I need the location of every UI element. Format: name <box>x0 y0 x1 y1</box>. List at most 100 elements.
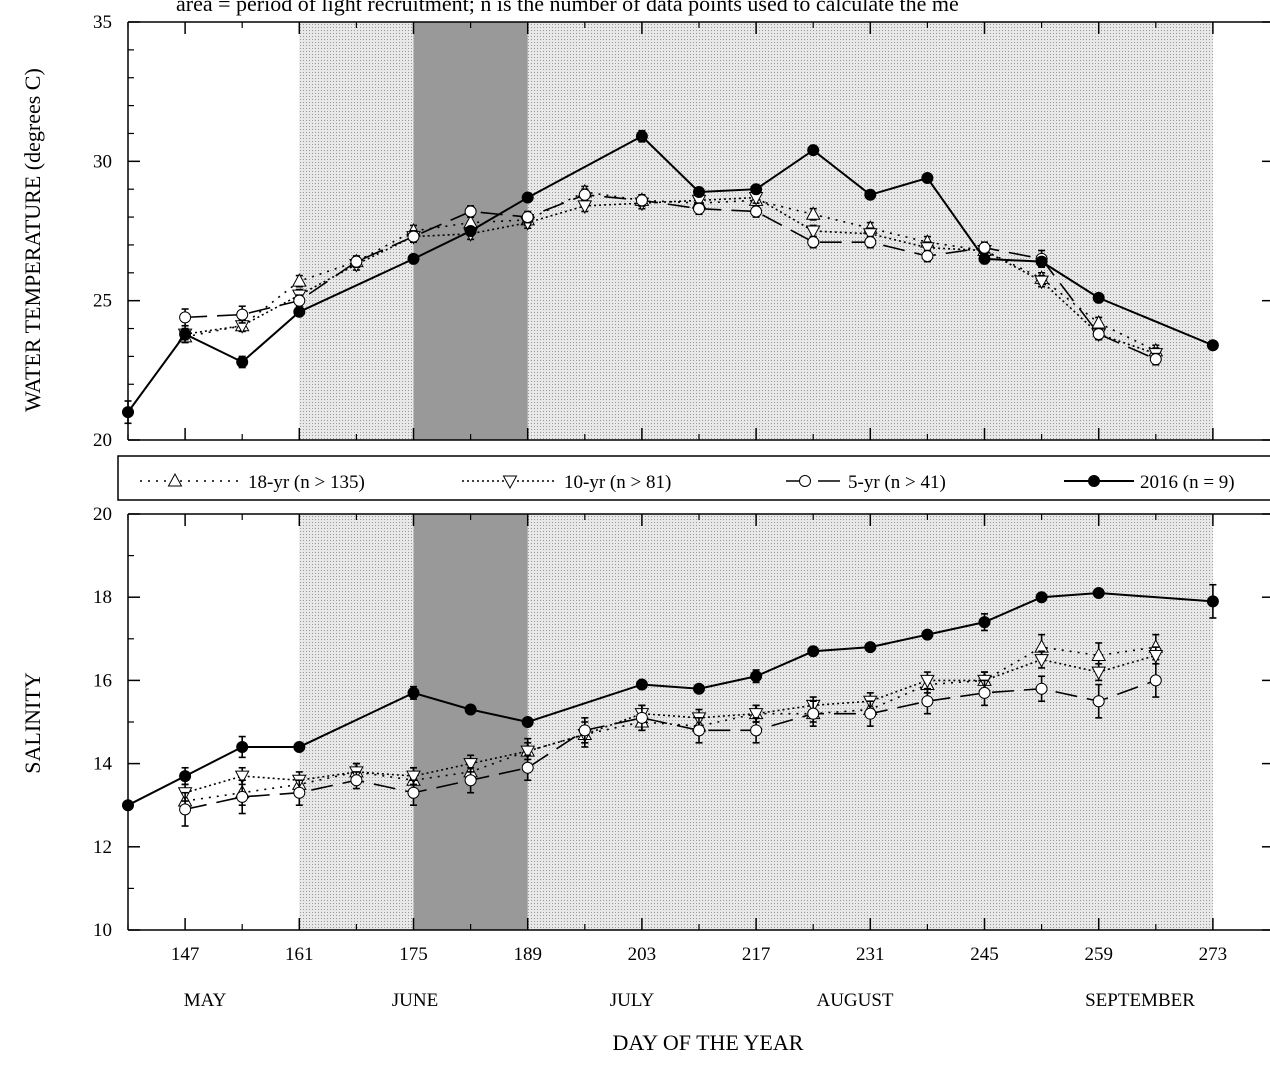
data-point <box>750 183 763 196</box>
y-tick-label: 25 <box>93 291 112 312</box>
data-point <box>921 172 934 185</box>
data-point <box>122 799 134 812</box>
data-point <box>920 674 935 689</box>
data-point <box>805 206 821 220</box>
series-line <box>184 196 1157 355</box>
month-labels: MAY JUNE JULY AUGUST SEPTEMBER <box>184 990 1196 1011</box>
data-point <box>236 308 249 321</box>
temperature-panel: 20 25 30 35 <box>93 12 1270 451</box>
data-point <box>236 740 249 753</box>
data-point <box>179 311 192 324</box>
data-point <box>293 786 306 799</box>
caption-text: area = period of light recruitment; n is… <box>176 0 959 16</box>
data-point <box>1148 649 1164 664</box>
x-tick-label: 203 <box>628 944 657 965</box>
data-point <box>234 770 250 785</box>
data-point <box>1149 353 1162 366</box>
data-point <box>921 628 934 641</box>
month-label: SEPTEMBER <box>1085 990 1195 1011</box>
data-point <box>293 294 306 307</box>
data-point <box>864 188 877 201</box>
legend-item-1: 18-yr (n > 135) <box>140 472 365 493</box>
y-tick-label: 12 <box>93 837 112 858</box>
legend-label: 5-yr (n > 41) <box>848 472 946 493</box>
data-point <box>1035 591 1048 604</box>
data-point <box>978 252 991 265</box>
data-point <box>520 745 536 760</box>
series-line <box>184 646 1156 802</box>
data-point <box>1149 674 1162 687</box>
data-point <box>805 225 821 240</box>
data-point <box>693 185 705 198</box>
data-point <box>179 803 192 816</box>
series-line <box>184 679 1157 811</box>
x-tick-label: 217 <box>742 944 771 965</box>
legend-item-2: 10-yr (n > 81) <box>462 472 671 493</box>
data-point <box>1092 328 1105 341</box>
data-point <box>1092 695 1105 708</box>
data-point <box>920 242 935 256</box>
data-point <box>464 774 477 787</box>
data-point <box>293 740 306 753</box>
data-point <box>807 236 820 249</box>
data-point <box>407 230 420 243</box>
legend-label: 18-yr (n > 135) <box>248 472 365 493</box>
data-point <box>807 144 820 157</box>
data-point <box>122 406 134 419</box>
x-tick-label: 259 <box>1084 944 1113 965</box>
x-tick-label: 231 <box>856 944 885 965</box>
y-tick-label: 18 <box>93 587 112 608</box>
x-tick-label: 245 <box>970 944 999 965</box>
data-point <box>236 355 249 368</box>
data-point <box>521 211 534 224</box>
data-point <box>693 202 705 215</box>
data-point <box>236 790 249 803</box>
data-point <box>464 703 477 716</box>
data-point <box>693 682 705 695</box>
series-3 <box>179 662 1162 827</box>
data-point <box>635 194 648 207</box>
data-point <box>1206 595 1219 608</box>
x-tick-labels: 147 161 175 189 203 217 231 245 259 273 <box>171 944 1227 965</box>
month-label: JUNE <box>392 990 438 1011</box>
month-label: JULY <box>610 990 655 1011</box>
data-point <box>1035 255 1048 268</box>
legend-item-4: 2016 (n = 9) <box>1064 472 1235 493</box>
data-point <box>1034 654 1049 668</box>
data-point <box>921 695 934 708</box>
data-point <box>291 273 307 287</box>
data-point <box>293 305 306 318</box>
data-point <box>406 770 421 785</box>
data-point <box>578 188 591 201</box>
data-point <box>921 250 934 263</box>
legend-marker <box>1088 475 1100 487</box>
y-tick-label: 10 <box>93 920 112 941</box>
y-tick-label: 30 <box>93 151 112 172</box>
data-point <box>1034 275 1049 290</box>
legend-marker <box>167 472 183 487</box>
legend-label: 10-yr (n > 81) <box>564 472 671 493</box>
series-4 <box>122 583 1219 812</box>
data-point <box>407 686 420 699</box>
month-label: MAY <box>184 990 227 1011</box>
y-tick-label: 16 <box>93 670 112 691</box>
x-tick-label: 161 <box>285 944 314 965</box>
data-point <box>521 716 534 728</box>
data-point <box>350 255 363 268</box>
data-point <box>1091 666 1107 681</box>
x-tick-label: 147 <box>171 944 200 965</box>
data-point <box>463 758 478 772</box>
data-point <box>748 708 764 722</box>
y-tick-label: 20 <box>93 430 112 451</box>
data-point <box>578 724 591 737</box>
data-point <box>693 724 705 737</box>
data-point <box>635 130 648 143</box>
series-line <box>184 654 1157 794</box>
data-point <box>635 711 648 724</box>
data-point <box>179 770 192 783</box>
series-line <box>185 193 1157 360</box>
y-tick-label: 20 <box>93 504 112 525</box>
data-point <box>864 707 877 720</box>
salinity-panel: 10 12 14 16 18 20 <box>93 504 1270 941</box>
